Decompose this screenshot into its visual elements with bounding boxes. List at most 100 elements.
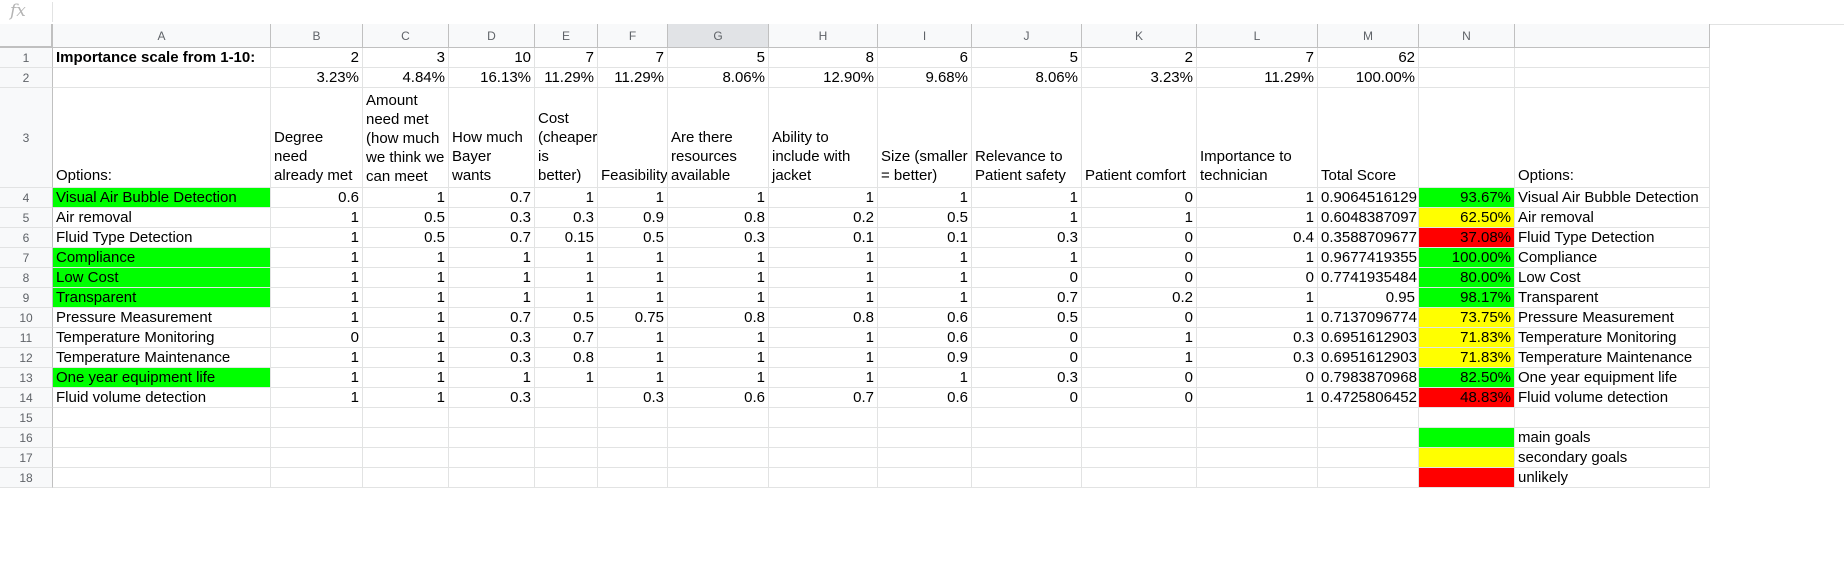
cell-a2[interactable]: [53, 68, 271, 88]
score-cell-g[interactable]: 1: [668, 268, 769, 288]
legend-swatch-green[interactable]: [1419, 428, 1515, 448]
score-cell-e[interactable]: 0.7: [535, 328, 598, 348]
score-cell-e[interactable]: 1: [535, 188, 598, 208]
empty-cell[interactable]: [535, 428, 598, 448]
weight-percent-k[interactable]: 3.23%: [1082, 68, 1197, 88]
column-p-cell[interactable]: [1515, 448, 1710, 468]
score-cell-i[interactable]: 1: [878, 368, 972, 388]
score-cell-i[interactable]: 1: [878, 248, 972, 268]
score-cell-d[interactable]: 1: [449, 288, 535, 308]
score-cell-e[interactable]: 0.8: [535, 348, 598, 368]
option-name[interactable]: Compliance: [53, 248, 271, 268]
score-cell-l[interactable]: 1: [1197, 308, 1318, 328]
score-cell-l[interactable]: 1: [1197, 248, 1318, 268]
column-p-cell[interactable]: [1515, 428, 1710, 448]
select-all-corner[interactable]: [0, 24, 53, 48]
score-cell-g[interactable]: 1: [668, 188, 769, 208]
empty-cell[interactable]: [53, 468, 271, 488]
score-cell-e[interactable]: 0.5: [535, 308, 598, 328]
option-name[interactable]: Air removal: [53, 208, 271, 228]
header-n[interactable]: [1419, 88, 1515, 188]
row-header-14[interactable]: 14: [0, 388, 53, 408]
percent-score[interactable]: 98.17%: [1419, 288, 1515, 308]
column-p-cell[interactable]: [1515, 248, 1710, 268]
empty-cell[interactable]: [972, 448, 1082, 468]
score-cell-i[interactable]: 0.5: [878, 208, 972, 228]
option-name[interactable]: Pressure Measurement: [53, 308, 271, 328]
row-header-15[interactable]: 15: [0, 408, 53, 428]
empty-cell[interactable]: [271, 468, 363, 488]
legend-swatch-red[interactable]: [1419, 468, 1515, 488]
column-header-f[interactable]: F: [598, 24, 668, 48]
percent-score[interactable]: 48.83%: [1419, 388, 1515, 408]
header-f[interactable]: Feasibility: [598, 88, 668, 188]
option-name[interactable]: Fluid volume detection: [53, 388, 271, 408]
row-header-17[interactable]: 17: [0, 448, 53, 468]
row-header-18[interactable]: 18: [0, 468, 53, 488]
weight-percent-d[interactable]: 16.13%: [449, 68, 535, 88]
score-cell-k[interactable]: 0: [1082, 188, 1197, 208]
column-p-cell[interactable]: [1515, 328, 1710, 348]
score-cell-c[interactable]: 1: [363, 368, 449, 388]
empty-cell[interactable]: [1082, 448, 1197, 468]
score-cell-l[interactable]: 0: [1197, 268, 1318, 288]
score-cell-k[interactable]: 0.2: [1082, 288, 1197, 308]
empty-cell[interactable]: [878, 428, 972, 448]
score-cell-c[interactable]: 1: [363, 308, 449, 328]
column-p-cell[interactable]: [1515, 348, 1710, 368]
score-cell-i[interactable]: 1: [878, 268, 972, 288]
importance-value-k[interactable]: 2: [1082, 48, 1197, 68]
score-cell-h[interactable]: 1: [769, 288, 878, 308]
formula-bar[interactable]: fx: [0, 0, 1844, 25]
weight-percent-m[interactable]: 100.00%: [1318, 68, 1419, 88]
importance-value-d[interactable]: 10: [449, 48, 535, 68]
score-cell-f[interactable]: 1: [598, 368, 668, 388]
option-name[interactable]: Temperature Maintenance: [53, 348, 271, 368]
row-header-5[interactable]: 5: [0, 208, 53, 228]
score-cell-f[interactable]: 1: [598, 248, 668, 268]
score-cell-i[interactable]: 0.6: [878, 328, 972, 348]
empty-cell[interactable]: [363, 428, 449, 448]
empty-cell[interactable]: [1082, 408, 1197, 428]
weight-percent-l[interactable]: 11.29%: [1197, 68, 1318, 88]
score-cell-l[interactable]: 1: [1197, 288, 1318, 308]
header-m[interactable]: Total Score: [1318, 88, 1419, 188]
empty-cell[interactable]: [1197, 428, 1318, 448]
score-cell-c[interactable]: 1: [363, 388, 449, 408]
score-cell-h[interactable]: 0.1: [769, 228, 878, 248]
empty-cell[interactable]: [363, 468, 449, 488]
empty-cell[interactable]: [363, 408, 449, 428]
total-score[interactable]: 0.3588709677: [1318, 228, 1419, 248]
empty-cell[interactable]: [1318, 468, 1419, 488]
score-cell-c[interactable]: 0.5: [363, 208, 449, 228]
column-header-a[interactable]: A: [53, 24, 271, 48]
empty-cell[interactable]: [449, 468, 535, 488]
score-cell-g[interactable]: 0.8: [668, 208, 769, 228]
percent-score[interactable]: 80.00%: [1419, 268, 1515, 288]
score-cell-e[interactable]: 1: [535, 268, 598, 288]
weight-percent-g[interactable]: 8.06%: [668, 68, 769, 88]
score-cell-d[interactable]: 0.7: [449, 308, 535, 328]
score-cell-k[interactable]: 0: [1082, 368, 1197, 388]
score-cell-d[interactable]: 0.3: [449, 388, 535, 408]
empty-cell[interactable]: [449, 408, 535, 428]
score-cell-k[interactable]: 1: [1082, 348, 1197, 368]
score-cell-l[interactable]: 0.4: [1197, 228, 1318, 248]
score-cell-j[interactable]: 1: [972, 208, 1082, 228]
column-p-cell[interactable]: [1515, 88, 1710, 188]
importance-value-i[interactable]: 6: [878, 48, 972, 68]
score-cell-h[interactable]: 1: [769, 248, 878, 268]
score-cell-d[interactable]: 1: [449, 268, 535, 288]
column-header-h[interactable]: H: [769, 24, 878, 48]
legend-swatch-yellow[interactable]: [1419, 448, 1515, 468]
empty-cell[interactable]: [769, 468, 878, 488]
empty-cell[interactable]: [535, 468, 598, 488]
importance-value-h[interactable]: 8: [769, 48, 878, 68]
header-a[interactable]: Options:: [53, 88, 271, 188]
score-cell-b[interactable]: 1: [271, 228, 363, 248]
column-header-k[interactable]: K: [1082, 24, 1197, 48]
score-cell-i[interactable]: 0.6: [878, 308, 972, 328]
score-cell-j[interactable]: 0: [972, 268, 1082, 288]
empty-cell[interactable]: [972, 408, 1082, 428]
score-cell-d[interactable]: 0.3: [449, 328, 535, 348]
